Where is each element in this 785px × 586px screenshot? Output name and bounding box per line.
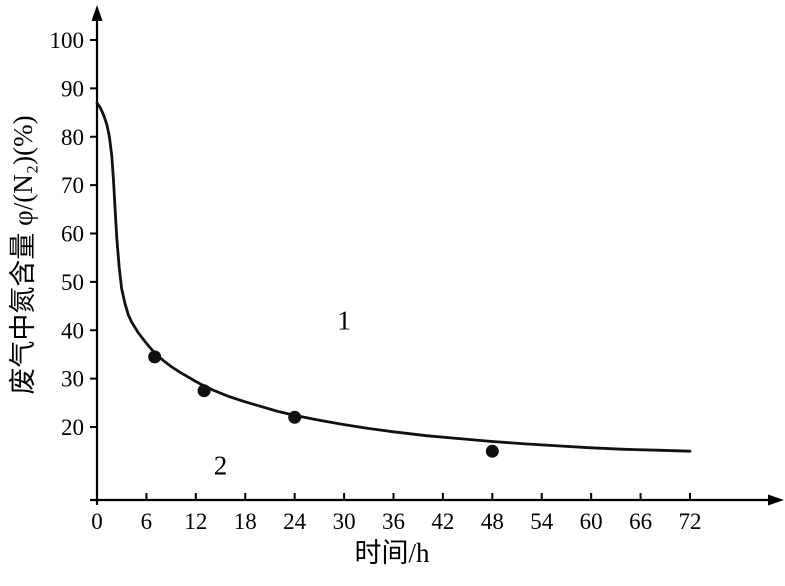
x-tick-label: 42	[431, 509, 454, 534]
x-tick-label: 24	[283, 509, 307, 534]
data-point	[485, 444, 499, 458]
data-point	[288, 410, 302, 424]
y-tick-label: 30	[61, 367, 84, 392]
y-tick-label: 70	[61, 173, 84, 198]
y-axis-title: 废气中氮含量 φ/(N₂)(%)	[8, 115, 38, 394]
y-tick-label: 60	[61, 222, 84, 247]
region-label-1: 1	[337, 306, 351, 336]
x-axis-title: 时间/h	[354, 538, 430, 568]
x-tick-label: 6	[141, 509, 153, 534]
y-tick-label: 40	[61, 318, 84, 343]
data-point	[197, 384, 211, 398]
y-tick-label: 80	[61, 125, 84, 150]
x-tick-label: 48	[481, 509, 504, 534]
curve-series	[95, 101, 692, 453]
x-axis-arrow-icon	[768, 494, 784, 506]
region-label-2: 2	[214, 451, 228, 481]
data-point	[148, 350, 162, 364]
x-tick-label: 30	[333, 509, 356, 534]
x-tick-label: 18	[234, 509, 257, 534]
x-tick-label: 66	[629, 509, 652, 534]
x-tick-label: 12	[184, 509, 207, 534]
y-tick-label: 50	[61, 270, 84, 295]
y-tick-label: 20	[61, 415, 84, 440]
x-tick-label: 60	[580, 509, 603, 534]
y-tick-label: 90	[61, 76, 84, 101]
x-tick-label: 54	[530, 509, 554, 534]
x-tick-label: 72	[678, 509, 701, 534]
y-axis-arrow-icon	[91, 5, 103, 21]
y-tick-label: 100	[50, 28, 85, 53]
x-tick-label: 36	[382, 509, 405, 534]
x-tick-label: 0	[91, 509, 103, 534]
